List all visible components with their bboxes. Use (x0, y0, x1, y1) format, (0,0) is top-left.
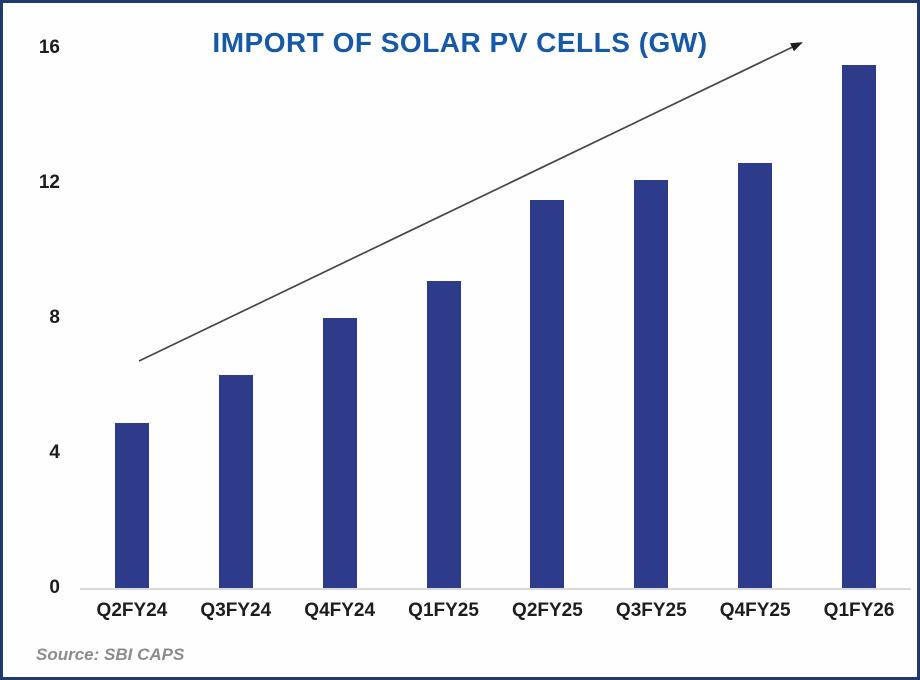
bar-q4fy25 (738, 162, 773, 588)
bar-cell (807, 48, 911, 588)
bar-cell (184, 48, 288, 588)
y-tick-label: 8 (49, 307, 60, 328)
bar-q1fy26 (842, 64, 877, 588)
x-tick-label: Q4FY24 (304, 600, 376, 621)
x-tick-label: Q1FY25 (408, 600, 479, 621)
bar-cell (288, 48, 392, 588)
bar-cell (703, 48, 807, 588)
y-tick-label: 16 (38, 37, 60, 58)
x-tick-label: Q3FY25 (615, 600, 687, 621)
bars-row (80, 48, 911, 588)
bar-q2fy25 (530, 199, 565, 588)
y-axis: 0 4 8 12 16 (3, 3, 60, 677)
x-tick-label: Q2FY25 (512, 600, 583, 621)
bar-q1fy25 (426, 280, 461, 588)
bar-q4fy24 (322, 318, 357, 588)
plot-area (80, 48, 911, 590)
bar-q3fy25 (634, 179, 669, 588)
x-tick-label: Q2FY24 (96, 600, 168, 621)
x-tick-label: Q1FY26 (823, 600, 895, 621)
bar-q2fy24 (114, 422, 149, 588)
x-axis-labels: Q2FY24 Q3FY24 Q4FY24 Q1FY25 Q2FY25 Q3FY25 Q4FY… (80, 600, 911, 622)
y-tick-label: 0 (49, 577, 60, 598)
x-tick-label: Q4FY25 (719, 600, 791, 621)
y-tick-label: 4 (49, 442, 60, 463)
source-note: Source: SBI CAPS (36, 645, 185, 664)
bar-q3fy24 (218, 375, 253, 588)
bar-cell (392, 48, 496, 588)
x-tick-label: Q3FY24 (200, 600, 272, 621)
y-tick-label: 12 (38, 172, 60, 193)
bar-cell (599, 48, 703, 588)
bar-cell (80, 48, 184, 588)
bar-cell (496, 48, 600, 588)
